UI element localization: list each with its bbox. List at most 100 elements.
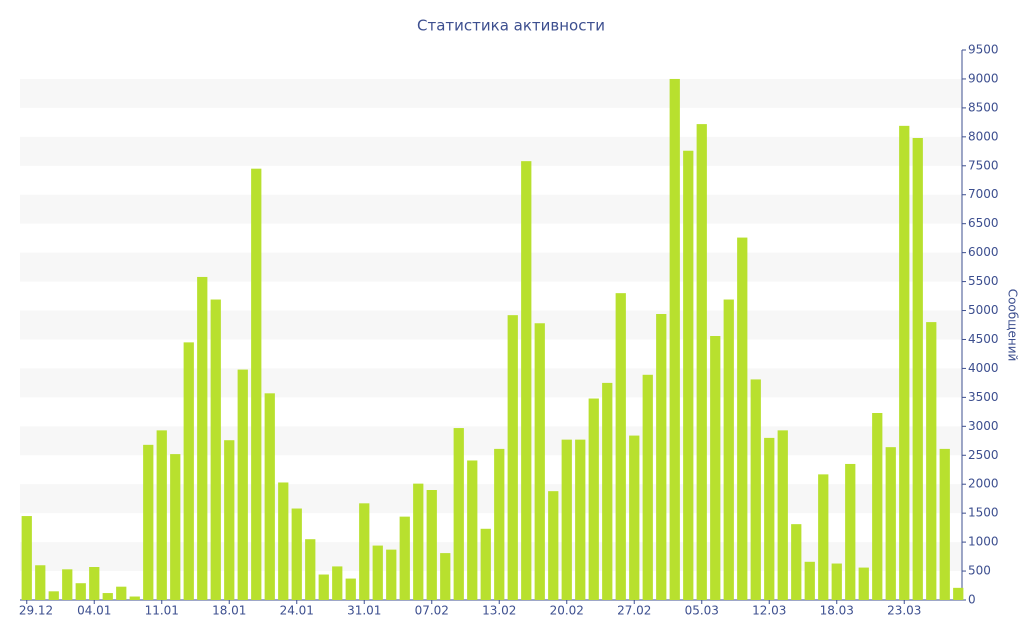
bar: [588, 398, 599, 600]
bar: [858, 567, 869, 600]
grid-band: [20, 368, 962, 398]
grid-band: [20, 194, 962, 224]
bar: [35, 565, 46, 600]
bar: [372, 545, 383, 600]
x-tick-label: 23.03: [887, 604, 921, 618]
bar: [89, 567, 100, 600]
bar: [926, 322, 937, 600]
bar: [440, 553, 451, 600]
y-tick-label: 2500: [968, 448, 999, 462]
bar: [156, 430, 167, 600]
y-tick-label: 9000: [968, 71, 999, 85]
x-tick-label: 12.03: [752, 604, 786, 618]
y-tick-label: 5500: [968, 274, 999, 288]
bar: [102, 593, 113, 600]
bar: [872, 413, 883, 600]
y-tick-label: 8500: [968, 100, 999, 114]
grid-band: [20, 252, 962, 282]
bar: [251, 168, 262, 600]
bar: [656, 314, 667, 600]
bar: [885, 447, 896, 600]
y-tick-label: 1500: [968, 506, 999, 520]
bar: [224, 440, 235, 600]
bar: [750, 379, 761, 600]
bar: [75, 583, 86, 600]
bar: [467, 460, 478, 600]
bar: [629, 435, 640, 600]
bar: [507, 315, 518, 600]
x-tick-label: 31.01: [347, 604, 381, 618]
bar: [143, 444, 154, 600]
x-tick-label: 07.02: [415, 604, 449, 618]
y-tick-label: 7500: [968, 158, 999, 172]
y-tick-label: 7000: [968, 187, 999, 201]
grid-band: [20, 136, 962, 166]
bar: [305, 539, 316, 600]
y-tick-label: 4000: [968, 361, 999, 375]
x-tick-label: 24.01: [280, 604, 314, 618]
x-tick-label: 29.12: [19, 604, 53, 618]
bar: [21, 516, 32, 600]
y-tick-label: 3000: [968, 419, 999, 433]
bar: [494, 448, 505, 600]
y-tick-label: 2000: [968, 477, 999, 491]
bar: [183, 342, 194, 600]
bar: [912, 138, 923, 600]
bar: [453, 428, 464, 600]
bar: [413, 483, 424, 600]
x-tick-label: 20.02: [550, 604, 584, 618]
x-tick-label: 18.01: [212, 604, 246, 618]
y-tick-label: 4500: [968, 332, 999, 346]
bar: [764, 437, 775, 600]
bar: [480, 528, 491, 600]
y-tick-label: 3500: [968, 390, 999, 404]
bar: [777, 430, 788, 600]
x-tick-label: 13.02: [482, 604, 516, 618]
bar: [170, 454, 181, 600]
bar: [548, 491, 559, 600]
chart-title: Статистика активности: [417, 17, 605, 35]
bar: [723, 299, 734, 600]
y-tick-label: 8000: [968, 129, 999, 143]
bar: [561, 439, 572, 600]
bar: [710, 336, 721, 600]
bar: [899, 125, 910, 600]
bar: [318, 574, 329, 600]
bar: [831, 563, 842, 600]
bar: [737, 237, 748, 600]
bar: [602, 382, 613, 600]
x-tick-label: 11.01: [145, 604, 179, 618]
bar: [521, 161, 532, 600]
bar: [197, 276, 208, 600]
x-tick-label: 04.01: [77, 604, 111, 618]
bar: [426, 490, 437, 600]
bar: [48, 591, 59, 600]
bar: [210, 299, 221, 600]
y-tick-label: 6500: [968, 216, 999, 230]
bar: [534, 323, 545, 600]
bar: [669, 78, 680, 600]
bar: [62, 569, 73, 600]
bar: [291, 508, 302, 600]
x-tick-label: 05.03: [685, 604, 719, 618]
bar: [953, 587, 964, 600]
y-tick-label: 1000: [968, 535, 999, 549]
bar: [845, 463, 856, 600]
bar: [129, 596, 140, 600]
bar: [575, 439, 586, 600]
bar: [399, 516, 410, 600]
bar: [116, 586, 127, 600]
x-tick-label: 27.02: [617, 604, 651, 618]
bar: [939, 448, 950, 600]
y-tick-label: 0: [968, 593, 976, 607]
bar: [818, 474, 829, 600]
y-axis-label: Сообщений: [1006, 289, 1020, 362]
bar: [791, 524, 802, 600]
bar: [804, 561, 815, 600]
y-tick-label: 5000: [968, 303, 999, 317]
bar: [359, 503, 370, 600]
y-tick-label: 6000: [968, 245, 999, 259]
bar: [237, 369, 248, 600]
bar: [345, 578, 356, 600]
